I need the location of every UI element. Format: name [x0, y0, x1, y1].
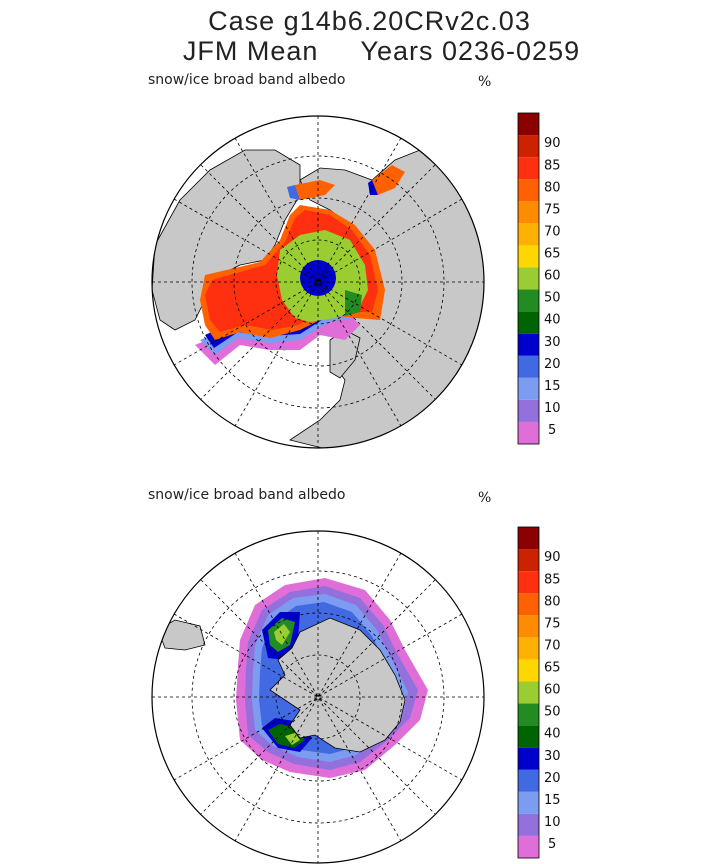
south-colorbar-tick-label: 85	[544, 572, 561, 587]
south-panel-title: snow/ice broad band albedo	[148, 487, 346, 503]
north-colorbar-swatch	[518, 135, 539, 158]
north-colorbar-swatch	[518, 267, 539, 290]
north-colorbar-tick-label: 40	[544, 313, 561, 328]
south-map-boundary	[151, 530, 485, 864]
south-colorbar-tick-label: 5	[548, 837, 556, 852]
south-colorbar-frame	[517, 526, 540, 859]
north-colorbar-tick-label: 30	[544, 335, 561, 350]
south-colorbar-tick-label: 65	[544, 661, 561, 676]
north-colorbar-tick-label: 65	[544, 247, 561, 262]
south-units: %	[478, 490, 492, 506]
north-colorbar-swatch	[518, 377, 539, 400]
south-colorbar-tick-label: 20	[544, 771, 561, 786]
south-colorbar-swatch	[518, 725, 539, 748]
north-colorbar-tick-label: 70	[544, 224, 561, 239]
south-colorbar-tick-label: 15	[544, 793, 561, 808]
south-colorbar-swatch	[518, 527, 539, 550]
south-colorbar-tick-label: 40	[544, 727, 561, 742]
south-colorbar-swatch	[518, 681, 539, 704]
north-colorbar: 5 10 15 20 30 40 50 60 65 70 75 80 85 90	[517, 112, 561, 445]
south-colorbar-swatch	[518, 571, 539, 594]
south-land-antarctica	[269, 617, 406, 753]
north-colorbar-tick-label: 60	[544, 269, 561, 284]
north-colorbar-tick-label: 80	[544, 180, 561, 195]
south-colorbar-tick-label: 50	[544, 705, 561, 720]
north-colorbar-swatch	[518, 421, 539, 444]
north-colorbar-swatch	[518, 113, 539, 136]
north-colorbar-tick-label: 10	[544, 401, 561, 416]
south-colorbar-swatch	[518, 615, 539, 638]
north-colorbar-tick-label: 50	[544, 291, 561, 306]
north-sea-ice-field	[195, 165, 405, 365]
north-colorbar-tick-label: 90	[544, 136, 561, 151]
north-colorbar-swatch	[518, 311, 539, 334]
north-colorbar-swatch	[518, 179, 539, 202]
south-colorbar-tick-label: 90	[544, 550, 561, 565]
south-colorbar-swatch	[518, 593, 539, 616]
south-graticule	[152, 531, 484, 863]
south-colorbar-swatch	[518, 769, 539, 792]
period-title: JFM Mean Years 0236-0259	[182, 36, 581, 66]
north-colorbar-tick-label: 20	[544, 357, 561, 372]
north-colorbar-tick-label: 15	[544, 379, 561, 394]
south-colorbar-swatch	[518, 549, 539, 572]
south-colorbar: 5 10 15 20 30 40 50 60 65 70 75 80 85 90	[517, 526, 561, 859]
north-colorbar-swatch	[518, 333, 539, 356]
south-land-south-america	[157, 619, 206, 651]
south-colorbar-swatch	[518, 747, 539, 770]
north-colorbar-swatch	[518, 289, 539, 312]
south-polar-map	[151, 530, 485, 864]
south-land-australia	[469, 799, 484, 863]
south-colorbar-tick-label: 60	[544, 683, 561, 698]
north-colorbar-swatch	[518, 201, 539, 224]
south-colorbar-tick-label: 10	[544, 815, 561, 830]
south-colorbar-swatch	[518, 637, 539, 660]
case-title: Case g14b6.20CRv2c.03	[208, 6, 531, 36]
north-colorbar-swatch	[518, 399, 539, 422]
north-colorbar-tick-label: 85	[544, 158, 561, 173]
south-colorbar-swatch	[518, 835, 539, 858]
south-colorbar-swatch	[518, 791, 539, 814]
north-colorbar-tick-label: 5	[548, 423, 556, 438]
north-polar-map	[151, 115, 485, 449]
north-panel-title: snow/ice broad band albedo	[148, 72, 346, 88]
south-colorbar-swatch	[518, 659, 539, 682]
north-units: %	[478, 74, 492, 90]
south-colorbar-swatch	[518, 703, 539, 726]
north-map-boundary	[151, 115, 485, 449]
north-colorbar-frame	[517, 112, 540, 445]
south-colorbar-tick-label: 80	[544, 594, 561, 609]
north-graticule	[152, 116, 484, 448]
south-colorbar-tick-label: 30	[544, 749, 561, 764]
north-colorbar-swatch	[518, 355, 539, 378]
north-colorbar-tick-label: 75	[544, 202, 561, 217]
south-colorbar-swatch	[518, 813, 539, 836]
north-colorbar-swatch	[518, 157, 539, 180]
south-colorbar-tick-label: 70	[544, 638, 561, 653]
north-colorbar-swatch	[518, 245, 539, 268]
south-colorbar-tick-label: 75	[544, 616, 561, 631]
north-colorbar-swatch	[518, 223, 539, 246]
